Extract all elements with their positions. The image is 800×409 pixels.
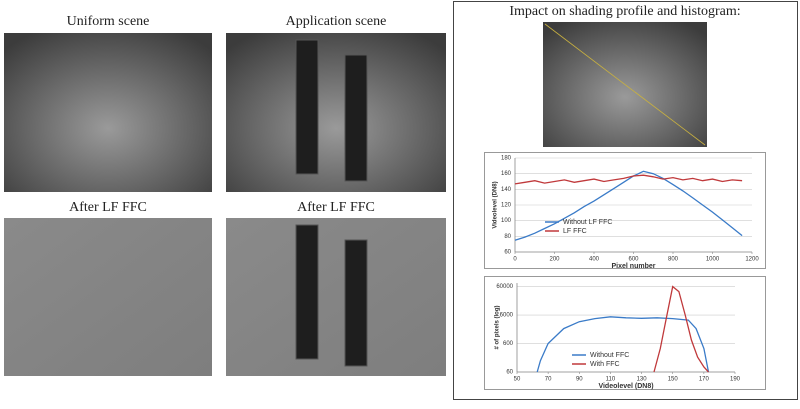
caption: After LF FFC: [69, 200, 147, 215]
x-tick-label: 1200: [745, 257, 759, 263]
y-tick-label: 140: [501, 187, 512, 193]
series-line: [514, 170, 743, 241]
y-axis-label: # of pixels (log): [495, 305, 501, 349]
chart-frame: [484, 152, 766, 269]
legend-label: Without LF FFC: [563, 219, 612, 226]
x-tick-label: 130: [637, 377, 648, 383]
y-tick-label: 100: [501, 218, 512, 224]
x-tick-label: 190: [730, 377, 741, 383]
legend-label: With FFC: [590, 361, 620, 368]
caption: Impact on shading profile and histogram:: [509, 4, 740, 19]
x-tick-label: 150: [668, 377, 679, 383]
x-tick-label: 200: [549, 257, 560, 263]
x-tick-label: 1000: [706, 257, 720, 263]
series-line: [514, 174, 743, 185]
x-tick-label: 800: [668, 257, 679, 263]
x-tick-label: 110: [606, 377, 616, 383]
x-tick-label: 400: [589, 257, 600, 263]
chart-frame: [484, 276, 766, 390]
y-tick-label: 80: [504, 234, 511, 240]
x-tick-label: 90: [576, 377, 583, 383]
image-application-corrected: [226, 218, 446, 376]
modules: [295, 39, 368, 367]
x-tick-label: 0: [513, 257, 517, 263]
image-uniform-corrected: [4, 218, 212, 376]
y-tick-label: 180: [501, 156, 512, 162]
x-tick-label: 70: [545, 377, 552, 383]
y-tick-label: 120: [501, 203, 512, 209]
y-tick-label: 60: [504, 250, 511, 256]
series-line: [536, 316, 710, 373]
y-tick-label: 160: [501, 171, 512, 177]
legend-label: Without FFC: [590, 352, 629, 359]
x-tick-label: 50: [514, 377, 521, 383]
y-tick-label: 60000: [496, 284, 513, 290]
y-axis-label: Videolevel (DN8): [493, 181, 499, 228]
caption: After LF FFC: [297, 200, 375, 215]
x-tick-label: 170: [699, 377, 710, 383]
x-tick-label: 600: [628, 257, 639, 263]
profile-line: [544, 23, 706, 146]
series-line: [653, 285, 709, 373]
caption: Application scene: [286, 14, 387, 29]
caption: Uniform scene: [67, 14, 150, 29]
x-axis-label: Pixel number: [612, 263, 656, 270]
image-application: [226, 33, 446, 192]
legend-label: LF FFC: [563, 228, 587, 235]
y-tick-label: 60: [506, 370, 513, 376]
panel-border: [453, 1, 798, 400]
y-tick-label: 6000: [500, 313, 514, 319]
y-tick-label: 600: [503, 341, 514, 347]
image-uniform: [4, 33, 212, 192]
x-axis-label: Videolevel (DN8): [598, 383, 653, 390]
